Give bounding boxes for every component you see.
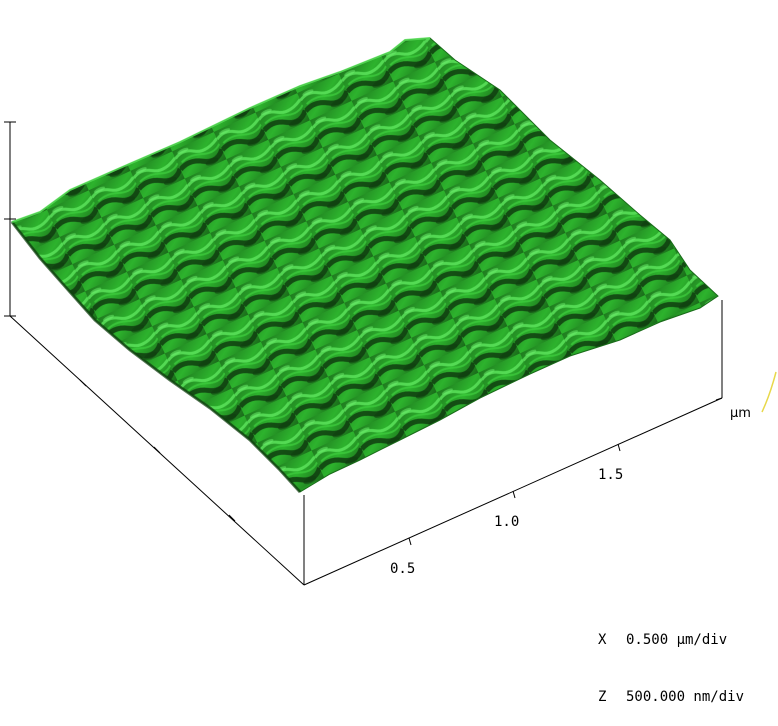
x-tick-label-0: 0.5 (390, 561, 415, 577)
y-axis (9, 315, 305, 586)
x-tick-label-2: 1.5 (598, 467, 623, 483)
edge-artifact (761, 371, 777, 413)
z-scale-row: Z 500.000 nm/div (598, 688, 744, 707)
x-axis (303, 397, 723, 586)
x-tick-label-1: 1.0 (494, 514, 519, 530)
x-unit-label: µm (730, 406, 751, 421)
z-axis (4, 121, 16, 317)
scale-info: X 0.500 µm/div Z 500.000 nm/div (598, 593, 744, 726)
x-scale-row: X 0.500 µm/div (598, 631, 744, 650)
x-scale-prefix: X (598, 632, 607, 648)
afm-surface (10, 37, 719, 494)
box-vertical-edges (303, 300, 723, 585)
z-scale-prefix: Z (598, 689, 607, 705)
z-scale-value: 500.000 nm/div (626, 689, 745, 705)
x-scale-value: 0.500 µm/div (626, 632, 728, 648)
afm-3d-surface-plot: 0.5 1.0 1.5 µm (4, 37, 777, 586)
